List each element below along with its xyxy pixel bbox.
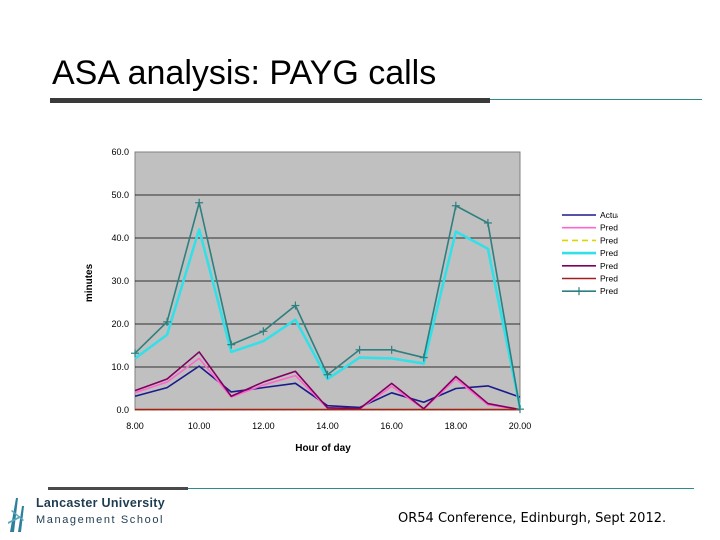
university-logo: Lancaster University Management School [6, 494, 196, 536]
footer-text: OR54 Conference, Edinburgh, Sept 2012. [398, 511, 667, 526]
y-tick-label: 40.0 [111, 233, 129, 243]
data-point-marker [387, 345, 396, 354]
line-chart: 0.0 10.0 20.0 30.0 40.0 50.0 60.0 8.00 10.00 12.… [84, 147, 618, 454]
x-tick-label: 20.00 [509, 421, 532, 431]
y-tick-labels: 0.0 10.0 20.0 30.0 40.0 50.0 60.0 [111, 147, 129, 415]
y-tick-label: 50.0 [111, 190, 129, 200]
y-tick-label: 60.0 [111, 147, 129, 157]
legend-entry: Predicted (+1) [562, 235, 618, 245]
y-tick-label: 30.0 [111, 276, 129, 286]
x-tick-label: 12.00 [252, 421, 275, 431]
legend-entry: Actual [562, 210, 618, 220]
y-tick-label: 0.0 [116, 405, 129, 415]
data-point-marker [291, 301, 300, 310]
data-point-marker [227, 340, 236, 349]
data-point-marker [259, 327, 268, 336]
data-point-marker [483, 218, 492, 227]
legend-label: Pred (+VHT-1) [600, 286, 618, 296]
series-line [134, 365, 521, 409]
footer-rule-teal [188, 488, 694, 489]
legend-label: Predicted (-1) [600, 248, 618, 258]
x-tick-label: 10.00 [188, 421, 211, 431]
legend-label: Predicted [600, 223, 618, 233]
series-line [134, 351, 521, 411]
data-point-marker [516, 405, 524, 414]
x-tick-label: 18.00 [445, 421, 468, 431]
data-point-marker [163, 317, 172, 326]
legend-label: Pred (+VHT+1) [600, 274, 618, 284]
y-tick-label: 10.0 [111, 362, 129, 372]
data-point-marker [355, 345, 364, 354]
legend: Actual Predicted Predicted (+1) Predicted (… [562, 206, 618, 299]
footer-rule-dark [48, 487, 188, 490]
x-tick-label: 14.00 [316, 421, 339, 431]
data-point-marker [323, 370, 332, 379]
y-tick-label: 20.0 [111, 319, 129, 329]
legend-entry: Predicted [562, 223, 618, 233]
data-point-marker [195, 198, 204, 207]
legend-entry: Pred (+VHT-1) [562, 286, 618, 296]
title-rule-teal [490, 99, 702, 100]
logo-emblem-icon [8, 498, 24, 532]
x-tick-label: 8.00 [126, 421, 144, 431]
slide-title: ASA analysis: PAYG calls [52, 54, 437, 92]
logo-name: Lancaster University [36, 496, 165, 510]
legend-label: Actual [600, 210, 618, 220]
y-axis-label: minutes [84, 263, 95, 302]
legend-label: Predicted (+1) [600, 235, 618, 245]
legend-entry: Predicted (-1) [562, 248, 618, 258]
legend-entry: Pred (+VHT+1) [562, 274, 618, 284]
x-axis-label: Hour of day [295, 443, 351, 454]
legend-entry: Pred (+VHT) [562, 261, 618, 271]
logo-subtitle: Management School [36, 514, 165, 526]
data-point-marker [451, 201, 460, 210]
series-lines [131, 198, 524, 414]
data-point-marker [419, 353, 428, 362]
legend-label: Pred (+VHT) [600, 261, 618, 271]
data-point-marker [131, 349, 139, 358]
x-tick-labels: 8.00 10.00 12.00 14.00 16.00 18.00 20.00 [126, 421, 531, 431]
title-rule-dark [50, 98, 490, 103]
series-line [134, 228, 522, 409]
x-tick-label: 16.00 [380, 421, 403, 431]
